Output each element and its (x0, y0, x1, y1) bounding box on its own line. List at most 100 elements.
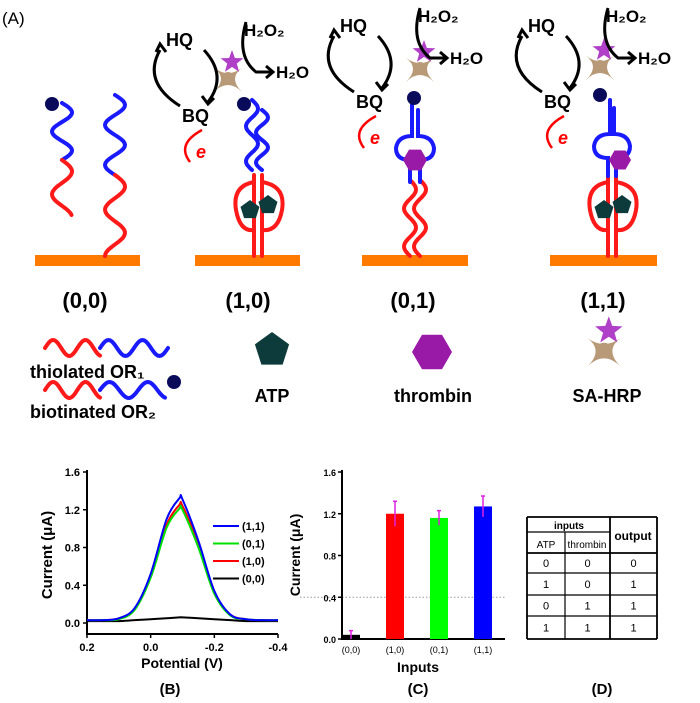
electron-label: e (370, 128, 380, 148)
legend-thiolated: thiolated OR₁ (30, 362, 144, 382)
table-cell: 1 (543, 623, 549, 635)
arrowhead-icon (562, 81, 578, 93)
electron-label: e (558, 128, 568, 148)
legend-label: (1,0) (242, 556, 265, 568)
sa-hrp-icon (587, 316, 623, 367)
y-tick-label: 0.4 (323, 593, 336, 603)
table-cell: 1 (630, 601, 636, 613)
atp-pentagon-icon (240, 200, 260, 219)
scene-10: HQ H₂O₂ H₂O BQ e (152, 21, 309, 266)
x-tick-label: -0.4 (269, 642, 289, 654)
table-cell: 0 (543, 601, 549, 613)
y-tick-label: 0.0 (323, 635, 336, 645)
error-bar (393, 500, 397, 527)
sa-hrp-icon (214, 50, 244, 92)
arrow-h2o2-to-h2o (241, 21, 272, 74)
arrow-hq-to-bq (564, 34, 581, 89)
hq-label: HQ (166, 30, 193, 50)
streptavidin-core (222, 72, 234, 84)
arrow-bq-to-hq (514, 35, 543, 94)
h2o-label: H₂O (638, 49, 671, 68)
bar-01 (430, 517, 448, 639)
sa-hrp-icon (586, 38, 616, 80)
scene-label-00: (0,0) (62, 288, 107, 313)
x-tick-label: (0,0) (342, 645, 361, 655)
x-tick-label: -0.2 (205, 642, 224, 654)
atp-pentagon-icon (254, 332, 290, 365)
legend-biotinated: biotinated OR₂ (30, 402, 156, 422)
table-cell: 1 (630, 623, 636, 635)
electron-arrow (545, 114, 565, 149)
panel-label-d: (D) (592, 681, 613, 698)
bq-label: BQ (356, 92, 383, 112)
h2o-label: H₂O (276, 63, 309, 82)
arrowhead-icon (627, 50, 638, 66)
table-cell: 1 (584, 623, 590, 635)
table-col-thrombin: thrombin (568, 540, 607, 551)
table-cell: 1 (584, 601, 590, 613)
table-col-atp: ATP (537, 540, 556, 551)
arrow-hq-to-bq (376, 34, 393, 89)
chart-b-axes (86, 470, 278, 635)
legend-atp: ATP (255, 386, 290, 406)
hq-label: HQ (528, 16, 555, 36)
dsdna-blue-2 (253, 108, 271, 172)
h2o-label: H₂O (450, 49, 483, 68)
hrp-star (592, 38, 616, 60)
y-tick-label: 0.0 (65, 618, 80, 630)
bar-chart: Current (μA) Inputs (C) 0.0 0.4 0.8 1.2 1.6 (… (287, 468, 505, 698)
truth-table: inputs output ATP thrombin (D) 0 0 0 1 0 1 0 1 1… (526, 516, 658, 698)
legend-thiolated-red (43, 337, 102, 359)
scene-label-01: (0,1) (390, 288, 435, 313)
electrode-surface (195, 255, 300, 266)
streptavidin-core (596, 342, 612, 358)
chart-b-xlabel: Potential (V) (141, 655, 223, 671)
biotin-icon (45, 97, 59, 111)
bar-11 (474, 506, 492, 639)
y-tick-label: 1.6 (65, 467, 80, 479)
h2o2-label: H₂O₂ (606, 7, 647, 26)
table-cell: 0 (584, 579, 590, 591)
x-tick-label: 0.2 (79, 642, 94, 654)
legend-label: (0,0) (242, 574, 265, 586)
scene-01: HQ H₂O₂ H₂O BQ e (326, 7, 483, 266)
x-tick-label: (0,1) (430, 645, 449, 655)
biotinated-strand-red (49, 158, 75, 217)
streptavidin-core (414, 62, 426, 74)
table-output-header: output (614, 529, 651, 543)
redox-cycle: HQ H₂O₂ H₂O BQ e (326, 7, 483, 149)
bq-label: BQ (544, 92, 571, 112)
redox-cycle: HQ H₂O₂ H₂O BQ e (514, 7, 671, 149)
arrowhead-icon (516, 27, 530, 39)
thrombin-hexagon-icon (412, 334, 452, 370)
chart-b-ylabel: Current (μA) (39, 511, 56, 599)
biotin-icon (167, 375, 181, 389)
y-tick-label: 1.2 (323, 510, 336, 520)
stem-red-2 (411, 178, 429, 258)
error-bar (481, 495, 485, 517)
atp-pentagon-icon (612, 195, 632, 214)
scene-11: HQ H₂O₂ H₂O BQ e (514, 7, 671, 266)
arrow-hq-to-bq (202, 48, 219, 103)
table-cell: 0 (630, 558, 636, 570)
arrow-bq-to-hq (152, 49, 181, 108)
atp-pentagon-icon (594, 200, 614, 219)
scene-00 (35, 93, 140, 266)
hq-label: HQ (340, 16, 367, 36)
dpv-chart: Current (μA) Potential (V) (B) 0.0 0.4 0.8… (39, 467, 288, 698)
y-tick-label: 0.8 (65, 543, 80, 555)
arrow-h2o2-to-h2o (603, 7, 634, 60)
electron-label: e (196, 142, 206, 162)
hrp-star (220, 50, 244, 72)
atp-pentagon-icon (258, 195, 278, 214)
redox-cycle: HQ H₂O₂ H₂O BQ e (152, 21, 309, 163)
arrowhead-icon (265, 64, 276, 80)
scene-label-10: (1,0) (225, 288, 270, 313)
x-tick-label: (1,0) (386, 645, 405, 655)
table-cell: 0 (543, 558, 549, 570)
electrode-surface (550, 255, 657, 266)
panel-label-c: (C) (408, 681, 429, 698)
table-cell: 1 (543, 579, 549, 591)
panel-label-a: (A) (2, 9, 25, 28)
